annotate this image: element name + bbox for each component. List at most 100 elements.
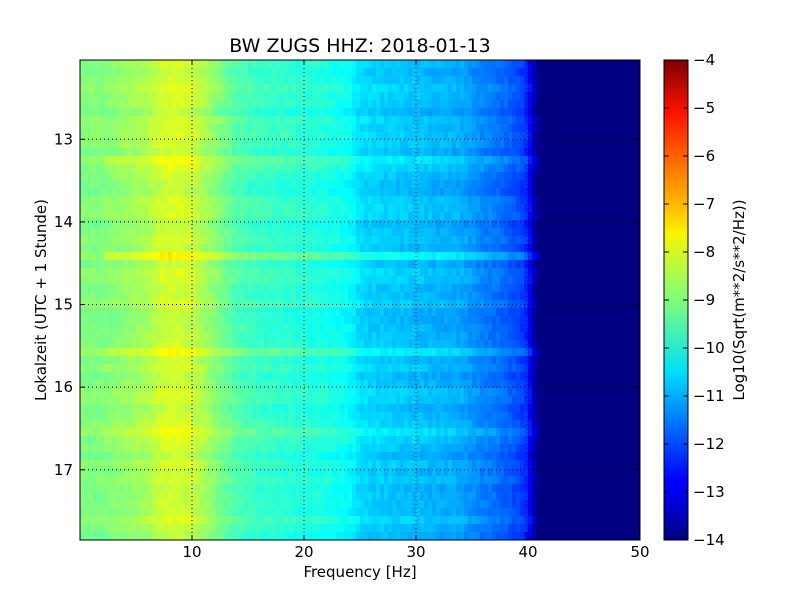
heatmap-cell [480,180,485,189]
heatmap-cell [160,300,165,309]
heatmap-cell [576,172,581,181]
heatmap-cell [560,268,565,277]
heatmap-cell [148,100,153,109]
heatmap-cell [144,220,149,229]
heatmap-cell [196,164,201,173]
heatmap-cell [316,68,321,77]
heatmap-cell [280,308,285,317]
heatmap-cell [272,252,277,261]
heatmap-cell [392,212,397,221]
heatmap-cell [144,116,149,125]
heatmap-cell [416,156,421,165]
heatmap-cell [128,68,133,77]
heatmap-cell [432,60,437,69]
heatmap-cell [236,228,241,237]
heatmap-cell [520,276,525,285]
heatmap-cell [244,92,249,101]
heatmap-cell [124,148,129,157]
heatmap-cell [528,172,533,181]
heatmap-cell [464,172,469,181]
heatmap-cell [488,116,493,125]
heatmap-cell [512,268,517,277]
heatmap-cell [376,180,381,189]
heatmap-cell [600,284,605,293]
heatmap-cell [412,132,417,141]
heatmap-cell [604,204,609,213]
heatmap-cell [584,276,589,285]
heatmap-cell [200,204,205,213]
heatmap-cell [212,180,217,189]
heatmap-cell [484,284,489,293]
heatmap-cell [120,188,125,197]
heatmap-cell [192,76,197,85]
heatmap-cell [304,212,309,221]
heatmap-cell [616,172,621,181]
heatmap-cell [276,100,281,109]
heatmap-cell [144,196,149,205]
heatmap-cell [192,244,197,253]
heatmap-cell [404,252,409,261]
heatmap-cell [260,84,265,93]
heatmap-cell [136,332,141,341]
heatmap-cell [152,260,157,269]
heatmap-cell [120,340,125,349]
heatmap-cell [392,124,397,133]
heatmap-cell [420,300,425,309]
heatmap-cell [412,284,417,293]
heatmap-cell [540,316,545,325]
heatmap-cell [496,276,501,285]
heatmap-cell [188,220,193,229]
heatmap-cell [612,116,617,125]
heatmap-cell [464,60,469,69]
heatmap-cell [492,100,497,109]
heatmap-cell [580,284,585,293]
heatmap-cell [184,148,189,157]
heatmap-cell [400,260,405,269]
heatmap-cell [264,220,269,229]
heatmap-cell [592,260,597,269]
heatmap-cell [376,84,381,93]
heatmap-cell [452,108,457,117]
heatmap-cell [632,84,637,93]
heatmap-cell [412,156,417,165]
heatmap-cell [320,316,325,325]
heatmap-cell [628,100,633,109]
heatmap-cell [536,244,541,253]
heatmap-cell [364,180,369,189]
heatmap-cell [340,140,345,149]
heatmap-cell [280,220,285,229]
heatmap-cell [280,148,285,157]
heatmap-cell [208,148,213,157]
heatmap-cell [408,292,413,301]
heatmap-cell [224,76,229,85]
heatmap-cell [404,308,409,317]
heatmap-cell [252,292,257,301]
heatmap-cell [440,268,445,277]
heatmap-cell [592,140,597,149]
heatmap-cell [332,324,337,333]
heatmap-cell [588,124,593,133]
heatmap-cell [104,228,109,237]
heatmap-cell [576,164,581,173]
heatmap-cell [596,332,601,341]
heatmap-cell [160,284,165,293]
heatmap-cell [140,68,145,77]
heatmap-cell [388,292,393,301]
heatmap-cell [456,196,461,205]
heatmap-cell [304,132,309,141]
heatmap-cell [340,252,345,261]
heatmap-cell [496,228,501,237]
heatmap-cell [280,92,285,101]
heatmap-cell [432,196,437,205]
heatmap-cell [216,188,221,197]
heatmap-cell [104,124,109,133]
heatmap-cell [460,340,465,349]
heatmap-cell [424,284,429,293]
heatmap-cell [336,332,341,341]
heatmap-cell [120,124,125,133]
heatmap-cell [472,140,477,149]
heatmap-cell [452,116,457,125]
heatmap-cell [524,236,529,245]
heatmap-cell [328,124,333,133]
heatmap-cell [396,228,401,237]
